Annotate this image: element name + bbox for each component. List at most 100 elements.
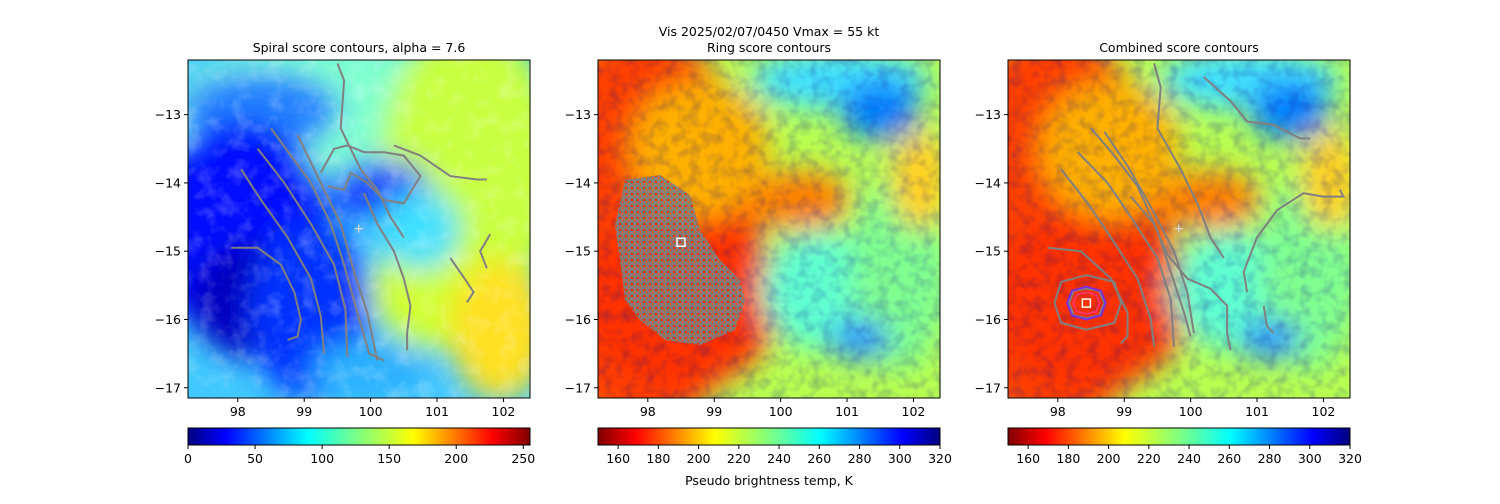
colorbar-tick-label: 280 bbox=[848, 451, 872, 466]
colorbar-tick-label: 300 bbox=[1298, 451, 1322, 466]
contour-layer bbox=[231, 63, 492, 362]
colorbar-tick-label: 0 bbox=[184, 451, 192, 466]
colorbar: 0 50 100 150 200 250 bbox=[184, 427, 535, 466]
contour-line bbox=[296, 134, 379, 361]
colorbar-label: Pseudo brightness temp, K bbox=[685, 473, 854, 488]
x-tick-label: 102 bbox=[492, 404, 516, 419]
center-plus-marker bbox=[354, 224, 363, 233]
satellite-image bbox=[1008, 60, 1350, 398]
x-tick-label: 101 bbox=[1245, 404, 1269, 419]
colorbar-tick-label: 150 bbox=[377, 451, 401, 466]
satellite-image bbox=[188, 60, 530, 398]
contour-line bbox=[393, 144, 487, 181]
x-tick-label: 99 bbox=[706, 404, 722, 419]
axes: 98 99 100 101 102 −13 −14 −15 −16 −17 bbox=[565, 107, 926, 419]
x-tick-label: 99 bbox=[296, 404, 312, 419]
panel-title: Ring score contours bbox=[707, 40, 831, 55]
x-tick-label: 102 bbox=[902, 404, 926, 419]
colorbar-tick-label: 280 bbox=[1258, 451, 1282, 466]
colorbar-tick-label: 50 bbox=[247, 451, 263, 466]
x-tick-label: 101 bbox=[835, 404, 859, 419]
y-tick-label: −13 bbox=[565, 107, 591, 122]
panel-title: Combined score contours bbox=[1099, 40, 1259, 55]
contour-line bbox=[1203, 76, 1311, 140]
x-tick-label: 100 bbox=[769, 404, 793, 419]
colorbar-tick-label: 200 bbox=[1097, 451, 1121, 466]
colorbar: 160 180 200 220 240 260 280 300 320 Pseudo brigh… bbox=[597, 427, 952, 488]
contour-line-highlight bbox=[1066, 285, 1107, 321]
contour-line bbox=[1103, 131, 1195, 334]
plot-frame bbox=[187, 59, 531, 399]
center-plus-marker bbox=[1174, 224, 1183, 233]
contour-line bbox=[1068, 287, 1106, 320]
plot-frame bbox=[597, 59, 941, 399]
colorbar-tick-label: 100 bbox=[310, 451, 334, 466]
x-tick-label: 98 bbox=[230, 404, 246, 419]
contour-line bbox=[1076, 151, 1175, 347]
panel-combined: Combined score contours 98 99 100 101 102 −13… bbox=[975, 40, 1362, 466]
colorbar-tick-label: 260 bbox=[1217, 451, 1241, 466]
colorbar-tick-label: 200 bbox=[444, 451, 468, 466]
colorbar-gradient bbox=[598, 428, 940, 445]
colorbar-tick-label: 240 bbox=[767, 451, 791, 466]
contour-line bbox=[240, 168, 326, 354]
y-tick-label: −17 bbox=[975, 380, 1001, 395]
colorbar-tick-label: 260 bbox=[807, 451, 831, 466]
contour-line bbox=[1262, 305, 1275, 334]
x-tick-label: 98 bbox=[1050, 404, 1066, 419]
contour-line bbox=[479, 233, 492, 269]
colorbar-tick-label: 160 bbox=[1016, 451, 1040, 466]
y-tick-label: −15 bbox=[975, 244, 1001, 259]
y-tick-label: −13 bbox=[975, 107, 1001, 122]
contour-line bbox=[363, 192, 412, 351]
satellite-image bbox=[598, 60, 940, 398]
contour-line bbox=[336, 63, 405, 239]
colorbar-tick-label: 200 bbox=[687, 451, 711, 466]
panel-title: Spiral score contours, alpha = 7.6 bbox=[253, 40, 466, 55]
x-tick-label: 99 bbox=[1116, 404, 1132, 419]
contour-line bbox=[231, 246, 302, 341]
colorbar-tick-label: 320 bbox=[1338, 451, 1362, 466]
x-tick-label: 101 bbox=[425, 404, 449, 419]
contour-line bbox=[270, 127, 385, 362]
colorbar-tick-label: 250 bbox=[511, 451, 535, 466]
contour-line bbox=[1242, 189, 1346, 293]
y-tick-label: −14 bbox=[975, 175, 1001, 190]
colorbar-tick-label: 320 bbox=[928, 451, 952, 466]
y-tick-label: −16 bbox=[155, 312, 181, 327]
contour-layer bbox=[1047, 63, 1346, 351]
figure-suptitle: Vis 2025/02/07/0450 Vmax = 55 kt bbox=[659, 24, 880, 39]
axes: 98 99 100 101 102 −13 −14 −15 −16 −17 bbox=[155, 107, 516, 419]
panel-spiral: Spiral score contours, alpha = 7.6 98 99 bbox=[155, 40, 536, 466]
y-tick-label: −17 bbox=[155, 380, 181, 395]
x-tick-label: 100 bbox=[359, 404, 383, 419]
axes: 98 99 100 101 102 −13 −14 −15 −16 −17 bbox=[975, 107, 1336, 419]
x-tick-label: 100 bbox=[1179, 404, 1203, 419]
colorbar-tick-label: 300 bbox=[888, 451, 912, 466]
colorbar: 160 180 200 220 240 260 280 300 320 bbox=[1007, 427, 1362, 466]
plot-frame bbox=[1007, 59, 1351, 399]
contour-line bbox=[1060, 168, 1156, 347]
y-tick-label: −17 bbox=[565, 380, 591, 395]
colorbar-tick-label: 180 bbox=[1056, 451, 1080, 466]
y-tick-label: −15 bbox=[565, 244, 591, 259]
y-tick-label: −16 bbox=[975, 312, 1001, 327]
contour-line bbox=[449, 257, 475, 303]
y-tick-label: −14 bbox=[565, 175, 591, 190]
contour-line bbox=[1130, 195, 1232, 351]
colorbar-gradient bbox=[188, 428, 530, 445]
y-tick-label: −14 bbox=[155, 175, 181, 190]
contour-line-highlight bbox=[1072, 291, 1101, 316]
center-square-marker bbox=[1081, 298, 1092, 308]
y-tick-label: −13 bbox=[155, 107, 181, 122]
colorbar-tick-label: 220 bbox=[727, 451, 751, 466]
x-tick-label: 102 bbox=[1312, 404, 1336, 419]
panel-ring: Ring score contours 98 99 100 101 102 bbox=[565, 40, 952, 488]
x-tick-label: 98 bbox=[640, 404, 656, 419]
colorbar-tick-label: 240 bbox=[1177, 451, 1201, 466]
ring-contour-blob bbox=[615, 175, 745, 345]
contour-line bbox=[256, 148, 349, 358]
colorbar-gradient bbox=[1008, 428, 1350, 445]
colorbar-tick-label: 180 bbox=[646, 451, 670, 466]
